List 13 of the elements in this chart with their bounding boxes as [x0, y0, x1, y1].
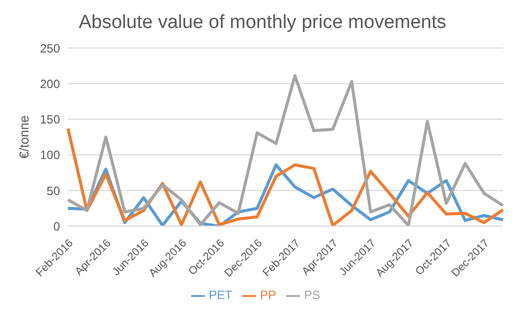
line-series	[66, 74, 504, 226]
legend-label: PP	[260, 288, 276, 302]
legend-label: PS	[304, 288, 320, 302]
y-tick-label: 0	[53, 219, 60, 234]
y-axis-title: €/tonne	[16, 115, 32, 159]
y-tick-label: 100	[40, 148, 60, 162]
y-tick-label: 150	[40, 112, 60, 127]
y-tick-label: 50	[46, 184, 60, 198]
y-tick-label: 250	[40, 41, 60, 56]
legend-label: PET	[208, 288, 232, 302]
line-series	[66, 127, 504, 226]
y-tick-label: 200	[40, 76, 60, 91]
chart-title: Absolute value of monthly price movements	[78, 12, 448, 34]
